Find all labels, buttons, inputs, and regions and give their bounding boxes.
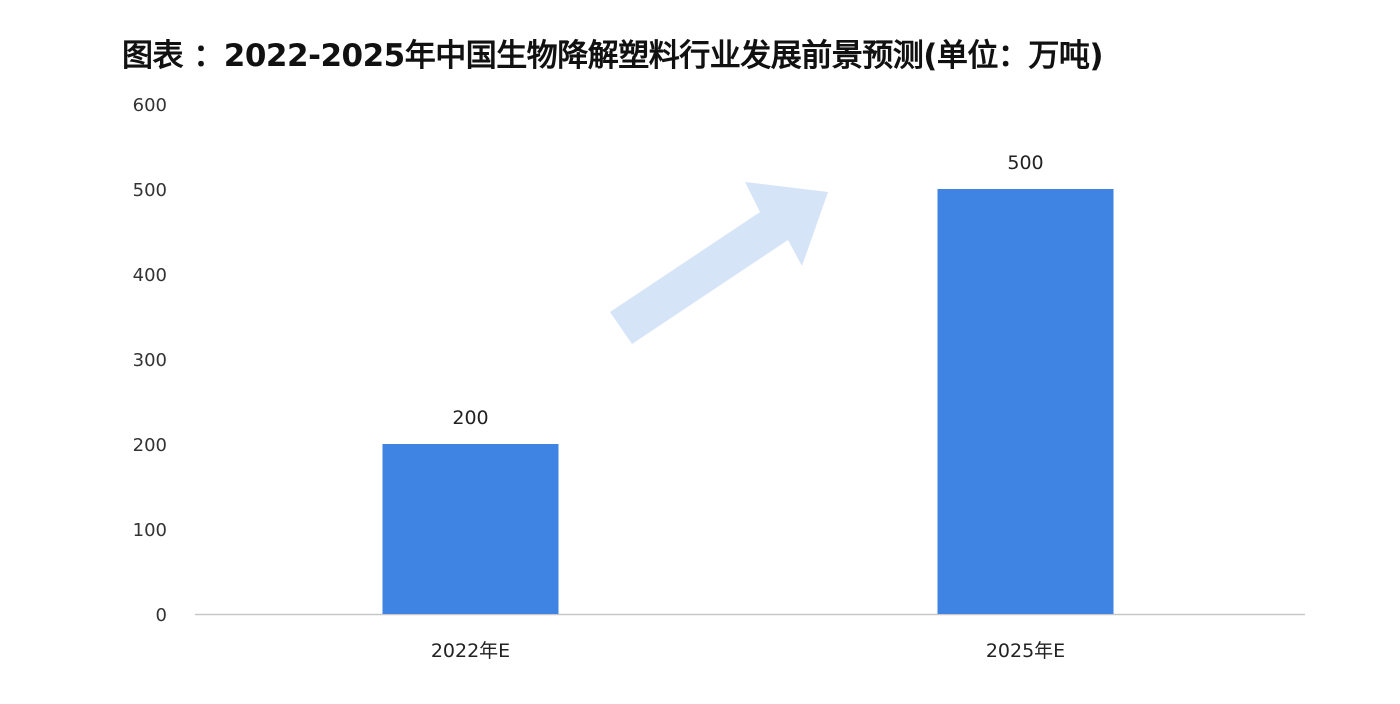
- y-tick-label: 500: [133, 180, 167, 201]
- chart-title: 图表 ：2022-2025年中国生物降解塑料行业发展前景预测(单位：万吨): [122, 38, 1104, 74]
- x-tick-label: 2025年E: [986, 640, 1065, 662]
- y-tick-label: 100: [133, 520, 167, 541]
- data-label: 200: [452, 407, 488, 429]
- x-tick-label: 2022年E: [431, 640, 510, 662]
- bar-2022年E: [382, 444, 559, 614]
- y-tick-label: 300: [133, 350, 167, 371]
- upward-trend-arrow-icon: [610, 182, 828, 344]
- y-tick-label: 600: [133, 95, 167, 116]
- y-tick-label: 400: [133, 265, 167, 286]
- y-tick-label: 200: [133, 435, 167, 456]
- data-label: 500: [1007, 152, 1043, 174]
- bar-2025年E: [937, 189, 1114, 614]
- y-tick-label: 0: [156, 605, 167, 626]
